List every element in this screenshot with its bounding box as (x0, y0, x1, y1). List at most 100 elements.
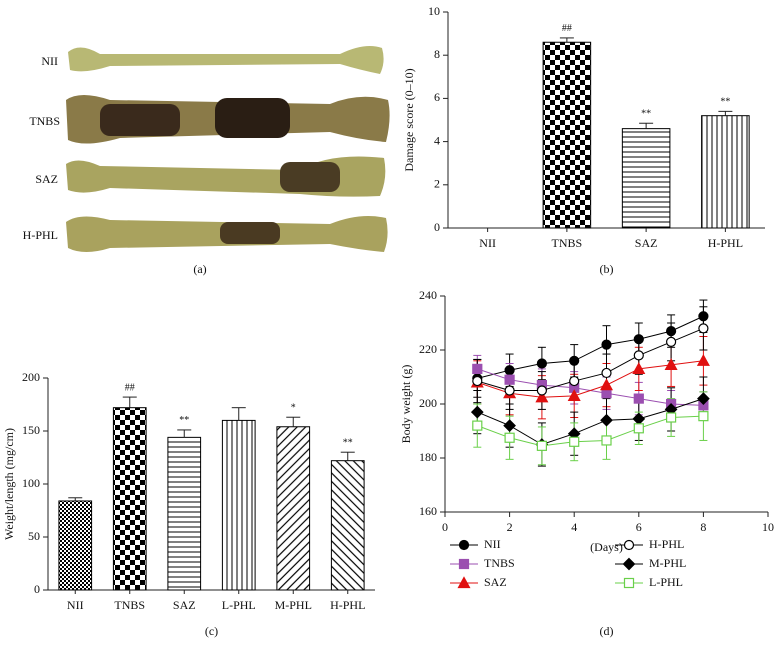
series-line (477, 415, 704, 447)
lesion (215, 98, 290, 138)
marker (569, 355, 580, 366)
bar (330, 460, 365, 591)
photo-label: TNBS (29, 114, 60, 128)
y-tick-label: 0 (434, 220, 440, 234)
x-tick-label: 10 (762, 520, 774, 534)
legend-label: TNBS (484, 556, 515, 570)
marker (632, 362, 646, 374)
x-tick-label: SAZ (635, 236, 658, 250)
significance-label: ## (125, 382, 135, 393)
x-tick-label: TNBS (114, 598, 145, 612)
marker (697, 392, 710, 405)
bar (701, 115, 750, 229)
marker (504, 365, 515, 376)
photo-label: H-PHL (23, 228, 58, 242)
photo-label: SAZ (35, 172, 58, 186)
y-axis-label: Damage score (0–10) (402, 68, 416, 171)
legend-label: NII (484, 537, 501, 551)
panel-caption: (b) (600, 262, 614, 276)
y-tick-label: 220 (419, 342, 437, 356)
marker (600, 413, 613, 427)
marker (470, 405, 484, 419)
marker (536, 440, 548, 451)
panel-caption: (a) (193, 262, 206, 276)
x-tick-label: TNBS (552, 236, 583, 250)
series-line (477, 398, 704, 446)
marker (633, 393, 644, 404)
marker (623, 539, 635, 551)
bar (621, 128, 671, 229)
y-tick-label: 50 (28, 529, 40, 543)
panel-caption: (d) (600, 624, 614, 638)
bar (58, 500, 93, 591)
marker (698, 323, 709, 334)
marker (698, 411, 709, 422)
significance-label: ## (562, 23, 572, 34)
photo-panel: NII TNBS SAZ H-PHL (a) (23, 46, 390, 276)
y-tick-label: 8 (434, 47, 440, 61)
y-tick-label: 240 (419, 288, 437, 302)
marker (458, 539, 470, 551)
marker (633, 423, 644, 434)
x-tick-label: SAZ (173, 598, 196, 612)
x-tick-label: L-PHL (222, 598, 256, 612)
marker (633, 350, 644, 361)
series-line (477, 315, 704, 379)
x-tick-label: 0 (442, 520, 448, 534)
marker (569, 436, 580, 447)
marker (536, 358, 548, 369)
significance-label: ** (641, 109, 651, 120)
panel-caption: (c) (205, 624, 218, 638)
bar (276, 426, 311, 591)
marker (458, 558, 470, 570)
marker (504, 374, 515, 385)
marker (457, 576, 471, 589)
marker (601, 367, 612, 379)
significance-label: * (291, 403, 296, 414)
marker (472, 375, 483, 387)
marker (535, 390, 549, 403)
lesion (220, 222, 280, 244)
bar (112, 407, 147, 591)
marker (504, 385, 515, 396)
bar (542, 41, 592, 229)
bar (167, 436, 202, 591)
marker (472, 420, 483, 431)
marker (569, 375, 580, 387)
marker (665, 336, 677, 347)
x-tick-label: 6 (636, 520, 642, 534)
significance-label: ** (179, 415, 189, 426)
x-tick-label: NII (479, 236, 496, 250)
marker (696, 354, 710, 366)
y-tick-label: 200 (419, 396, 437, 410)
marker (664, 358, 678, 370)
series-line (477, 360, 704, 398)
marker (665, 412, 677, 423)
y-tick-label: 2 (434, 177, 440, 191)
marker (601, 435, 612, 446)
lesion (100, 104, 180, 136)
marker (665, 326, 677, 337)
lesion (280, 162, 340, 192)
y-tick-label: 0 (34, 582, 40, 596)
y-tick-label: 150 (22, 423, 40, 437)
y-tick-label: 10 (428, 4, 440, 18)
marker (623, 577, 635, 589)
marker (633, 334, 644, 345)
y-tick-label: 6 (434, 90, 440, 104)
x-tick-label: 8 (700, 520, 706, 534)
legend-label: H-PHL (649, 537, 684, 551)
colon-nii (68, 46, 384, 74)
y-tick-label: 4 (434, 133, 440, 147)
marker (601, 339, 612, 350)
bar (221, 419, 256, 591)
significance-label: ** (720, 97, 730, 108)
y-axis-label: Weight/length (mg/cm) (2, 428, 16, 540)
y-tick-label: 200 (22, 370, 40, 384)
legend-label: SAZ (484, 575, 507, 589)
photo-label: NII (41, 54, 58, 68)
marker (567, 389, 581, 401)
marker (599, 378, 614, 391)
